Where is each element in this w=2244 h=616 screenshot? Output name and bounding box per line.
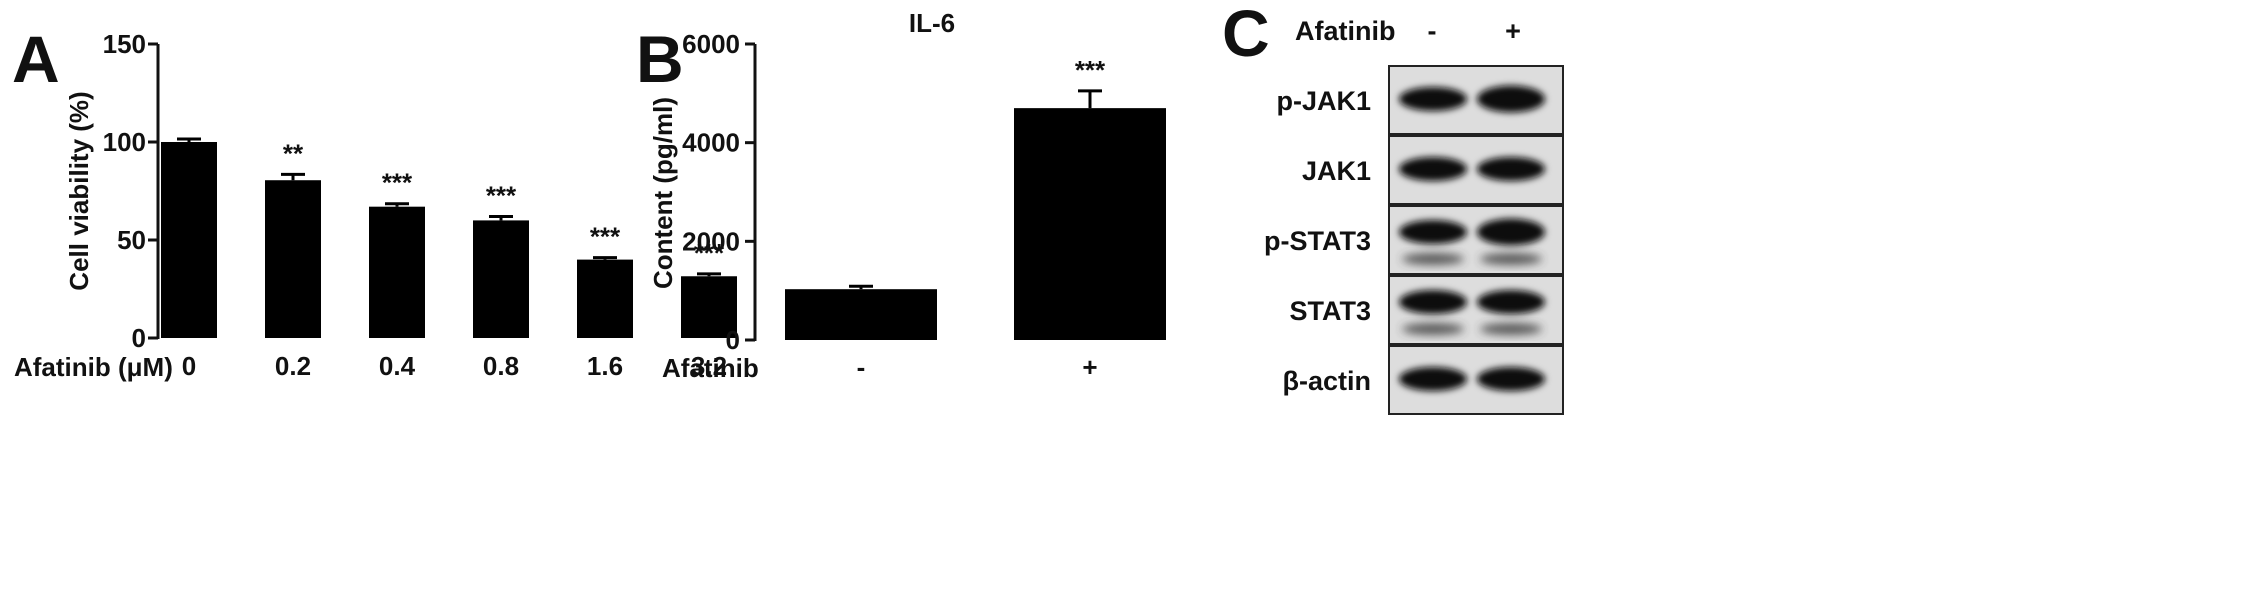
blot-header-label: Afatinib: [1295, 16, 1396, 46]
panel-b-y-ticks: 0 2000 4000 6000: [682, 29, 755, 355]
panel-a-y-axis-title: Cell viability (%): [64, 91, 94, 290]
panel-a-significance-label: ***: [486, 180, 517, 210]
panel-b-x-tick-label: -: [857, 352, 866, 382]
panel-a-bars: [161, 137, 737, 338]
panel-b-chart-title: IL-6: [909, 8, 955, 38]
panel-b-y-tick-label: 6000: [682, 29, 740, 59]
panel-a-x-tick-label: 0.2: [275, 351, 311, 381]
panel-a-y-tick-label: 150: [103, 29, 146, 59]
blot-lower-band: [1480, 253, 1542, 265]
panel-a-y-tick-label: 100: [103, 127, 146, 157]
panel-c-western-blot: C Afatinib - + p-JAK1 JAK1 p-STAT3 STAT3 β-a…: [1222, 0, 1564, 415]
blot-row-label: p-JAK1: [1276, 86, 1371, 116]
blot-row: β-actin: [1283, 345, 1564, 415]
panel-a-bar: [577, 259, 633, 338]
panel-b-bars: [785, 89, 1166, 340]
panel-b-y-axis-title: Content (pg/ml): [648, 97, 678, 289]
panel-b-bar: [785, 289, 937, 340]
panel-c-letter: C: [1222, 0, 1270, 70]
panel-a-x-tick-label: 3.2: [691, 351, 727, 381]
blot-row: p-JAK1: [1276, 65, 1564, 135]
blot-band: [1399, 367, 1467, 391]
blot-lower-band: [1402, 323, 1464, 335]
panel-a-y-tick-label: 0: [132, 323, 146, 353]
panel-b-x-tick-labels: - +: [857, 352, 1098, 382]
blot-row: STAT3: [1289, 275, 1564, 345]
panel-b-y-tick-label: 2000: [682, 226, 740, 256]
panel-a-x-axis-title: Afatinib (μM): [14, 352, 173, 382]
panel-a-significance-label: ***: [694, 238, 725, 268]
panel-b-bar: [1014, 108, 1166, 340]
panel-a-x-tick-labels: 0 0.2 0.4 0.8 1.6 3.2: [182, 351, 727, 381]
panel-a-x-tick-label: 0.4: [379, 351, 416, 381]
panel-b-y-tick-label: 0: [726, 325, 740, 355]
panel-b-y-tick-label: 4000: [682, 128, 740, 158]
blot-band: [1477, 85, 1545, 113]
panel-a-bar: [369, 206, 425, 338]
blot-row-label: β-actin: [1283, 366, 1372, 396]
panel-b-significance-label: ***: [1075, 55, 1106, 85]
blot-row: JAK1: [1302, 135, 1564, 205]
panel-a-bar: [265, 180, 321, 338]
panel-a-x-tick-label: 1.6: [587, 351, 623, 381]
blot-row-label: STAT3: [1289, 296, 1371, 326]
panel-a-y-tick-label: 50: [117, 225, 146, 255]
panel-a-bar: [681, 276, 737, 338]
blot-lane-minus-label: -: [1428, 16, 1437, 46]
panel-a-bar: [161, 142, 217, 338]
blot-band: [1477, 367, 1545, 391]
blot-row: p-STAT3: [1264, 205, 1564, 275]
blot-rows: p-JAK1 JAK1 p-STAT3 STAT3 β-actin: [1264, 65, 1564, 415]
panel-b-x-axis-title: Afatinib: [662, 353, 759, 383]
blot-band: [1399, 220, 1467, 244]
blot-band: [1399, 157, 1467, 181]
panel-a-bar: [473, 220, 529, 338]
panel-a-x-tick-label: 0: [182, 351, 196, 381]
panel-a-significance-labels: ***** *********: [283, 138, 725, 268]
panel-b-significance-labels: ***: [1075, 55, 1106, 85]
blot-band: [1477, 290, 1545, 314]
panel-a-significance-label: ***: [382, 168, 413, 198]
blot-lane-plus-label: +: [1505, 16, 1521, 46]
blot-band: [1477, 157, 1545, 181]
panel-a-letter: A: [12, 22, 60, 96]
blot-band: [1477, 218, 1545, 246]
blot-lower-band: [1480, 323, 1542, 335]
panel-a-significance-label: **: [283, 138, 304, 168]
panel-b-letter: B: [636, 22, 684, 96]
panel-b-x-tick-label: +: [1082, 352, 1097, 382]
panel-a-y-ticks: 0 50 100 150: [103, 29, 158, 353]
panel-a-significance-label: ***: [590, 222, 621, 252]
panel-a-x-tick-label: 0.8: [483, 351, 519, 381]
blot-row-label: p-STAT3: [1264, 226, 1371, 256]
blot-lower-band: [1402, 253, 1464, 265]
blot-row-label: JAK1: [1302, 156, 1371, 186]
blot-band: [1399, 290, 1467, 314]
blot-band: [1399, 87, 1467, 111]
